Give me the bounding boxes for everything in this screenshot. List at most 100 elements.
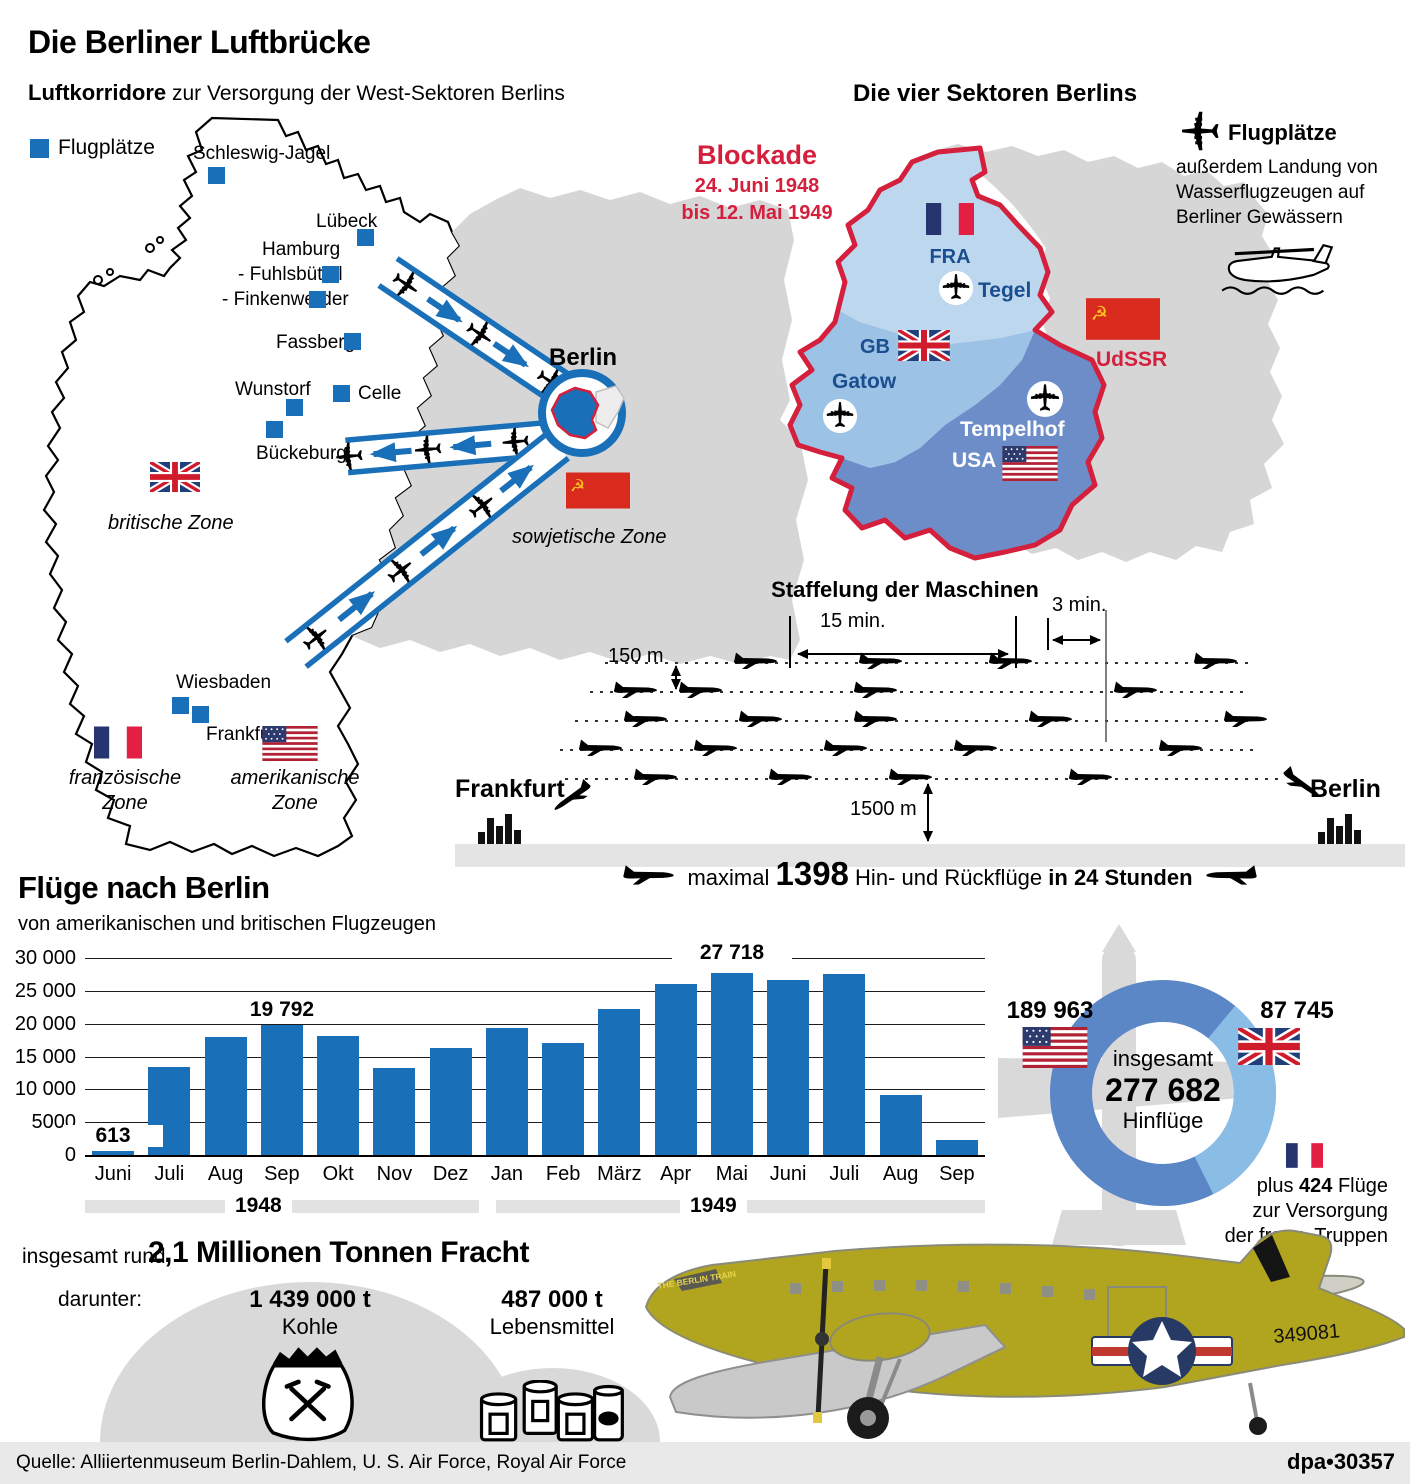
bar-Okt-1948 xyxy=(317,1036,360,1155)
ground-strip xyxy=(455,844,1405,867)
x-axis-labels: Juni Juli Aug Sep Okt Nov Dez Jan Feb März Apr Mai J… xyxy=(85,1163,985,1189)
x-tick-label: Mai xyxy=(715,1163,748,1185)
bar-März-1949 xyxy=(598,1008,641,1155)
caption-pre: maximal xyxy=(687,865,770,890)
coal-sack-icon xyxy=(261,1347,354,1442)
y-tick-label: 20 000 xyxy=(14,1012,76,1035)
city-label: - Finkenwerder xyxy=(222,289,349,310)
bar-Sep-1948 xyxy=(260,1025,303,1155)
bar-Feb-1949 xyxy=(542,1043,585,1155)
sector-map-title: Die vier Sektoren Berlins xyxy=(852,80,1138,107)
year-label-1949: 1949 xyxy=(680,1194,747,1218)
x-tick-label: Feb xyxy=(545,1163,581,1185)
cabin-windows xyxy=(790,1280,1095,1300)
bar-Aug-1948 xyxy=(204,1037,247,1155)
sector-label-fra: FRA xyxy=(929,246,971,268)
city-label: Hamburg xyxy=(262,239,341,260)
y-axis-labels: 30 000 25 000 20 000 15 000 10 000 5000 0 xyxy=(0,947,76,1166)
blockade-date1: 24. Juni 1948 xyxy=(694,175,820,197)
corridor-southwest xyxy=(284,430,571,669)
french-flag-icon xyxy=(94,726,142,759)
wing xyxy=(668,1323,1007,1419)
airfield-legend-label: Flugplätze xyxy=(58,136,155,159)
left-map-heading-rest: zur Versorgung der West-Sektoren Berlins xyxy=(166,82,565,105)
plane-icon xyxy=(623,865,675,885)
x-tick-label: Sep xyxy=(939,1163,975,1185)
city-label: Wiesbaden xyxy=(176,672,272,693)
bar-Apr-1949 xyxy=(654,983,697,1155)
sector-fra xyxy=(838,148,1052,344)
bar-Nov-1948 xyxy=(373,1068,416,1155)
caption-post: in 24 Stunden xyxy=(1048,865,1193,890)
donut-gb-value: 87 745 xyxy=(1260,997,1334,1024)
gridline xyxy=(85,958,985,959)
gridline xyxy=(85,1155,985,1157)
label-150m: 150 m xyxy=(608,645,664,667)
coal-value: 1 439 000 t xyxy=(249,1286,371,1313)
chart-title: Flüge nach Berlin xyxy=(18,870,270,905)
berlin-skyline-icon xyxy=(1318,814,1361,844)
page-title: Die Berliner Luftbrücke xyxy=(28,24,371,60)
airport-icon-gatow xyxy=(823,399,857,433)
uk-flag-icon xyxy=(150,462,200,492)
c47-plane-illustration: 349081 THE BERLIN TRAIN xyxy=(644,1229,1405,1439)
annotation-613: 613 xyxy=(63,1125,163,1147)
donut-segment-gb xyxy=(1050,980,1276,1206)
soviet-flag-icon xyxy=(566,472,630,509)
city-label: Wunstorf xyxy=(235,379,311,400)
airfield-marker xyxy=(266,421,283,438)
sector-legend-note: außerdem Landung von Wasserflugzeugen auf… xyxy=(1176,157,1378,228)
food-value: 487 000 t xyxy=(501,1286,603,1313)
x-tick-label: Dez xyxy=(432,1163,469,1185)
donut-usa-value: 189 963 xyxy=(1006,997,1094,1024)
source-line: Quelle: Alliiertenmuseum Berlin-Dahlem, … xyxy=(16,1452,627,1473)
blockade-date2: bis 12. Mai 1949 xyxy=(681,202,833,224)
airfield-marker xyxy=(344,333,361,350)
donut-center-top: insgesamt xyxy=(1112,1046,1214,1071)
berlin-label: Berlin xyxy=(549,344,618,371)
city-label: Bückeburg xyxy=(256,443,347,464)
bar-Juli-1949 xyxy=(823,973,866,1155)
french-flag-icon xyxy=(1286,1143,1323,1168)
caption-value: 1398 xyxy=(775,855,849,892)
x-tick-label: Nov xyxy=(376,1163,413,1185)
airport-icon-tempelhof xyxy=(1027,381,1063,417)
sector-label-usa: USA xyxy=(952,449,997,472)
staffelung-berlin: Berlin xyxy=(1310,775,1381,803)
sector-label-tegel: Tegel xyxy=(978,279,1032,302)
east-berlin-gray xyxy=(930,144,1284,562)
altitude-lines xyxy=(560,662,1285,780)
staggered-planes xyxy=(549,652,1325,816)
staffelung-title: Staffelung der Maschinen xyxy=(771,577,1039,602)
staffelung-frankfurt: Frankfurt xyxy=(455,775,565,803)
propeller-hub xyxy=(815,1332,829,1346)
food-label: Lebensmittel xyxy=(489,1314,615,1339)
left-map-heading: Luftkorridore zur Versorgung der West-Se… xyxy=(28,80,565,106)
bar-Dez-1948 xyxy=(429,1047,472,1155)
annotation-19792: 19 792 xyxy=(222,999,342,1021)
landing-gear xyxy=(847,1356,1267,1439)
airfield-marker xyxy=(333,385,350,402)
x-tick-label: Juli xyxy=(154,1163,185,1185)
cargo-darunter: darunter: xyxy=(58,1288,143,1311)
plane-icon xyxy=(1205,865,1257,885)
airfield-legend-square-icon xyxy=(30,139,49,158)
footer-strip xyxy=(0,1442,1410,1484)
cargo-headline: 2,1 Millionen Tonnen Fracht xyxy=(148,1236,529,1269)
frankfurt-skyline-icon xyxy=(478,814,521,844)
staffelung-diagram xyxy=(455,610,1405,867)
x-tick-label: Juni xyxy=(94,1163,132,1185)
zone-label-american: amerikanische Zone xyxy=(230,767,360,814)
cockpit-windows xyxy=(674,1269,722,1291)
blockade-note: Blockade 24. Juni 1948 bis 12. Mai 1949 xyxy=(672,140,842,225)
year-label-1948: 1948 xyxy=(225,1194,292,1218)
zone-label-soviet: sowjetische Zone xyxy=(512,526,667,548)
uk-flag-icon xyxy=(1238,1028,1300,1065)
x-tick-label: Sep xyxy=(264,1163,300,1185)
staffelung-caption: maximal 1398 Hin- und Rückflüge in 24 St… xyxy=(610,855,1270,893)
berlin-sectors-map xyxy=(787,144,1284,562)
blockade-title: Blockade xyxy=(696,140,818,170)
soviet-flag-icon xyxy=(1086,298,1160,340)
city-label: Lübeck xyxy=(316,211,378,232)
airport-icon-tegel xyxy=(939,271,973,305)
